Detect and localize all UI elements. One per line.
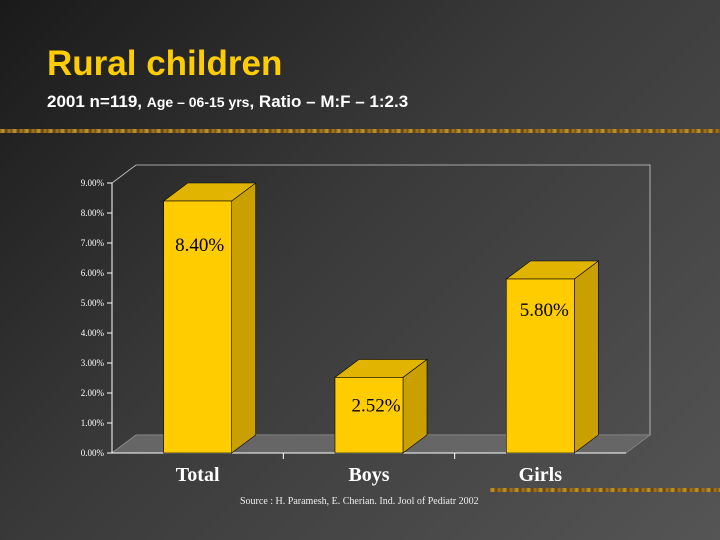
- bar-side: [231, 182, 256, 454]
- y-tick-label: 2.00%: [81, 388, 105, 398]
- decorative-divider-bottom: [490, 488, 720, 492]
- y-tick-label: 9.00%: [81, 178, 105, 188]
- bar: [506, 278, 575, 454]
- subtitle-age: Age – 06-15 yrs: [146, 94, 250, 110]
- y-tick-label: 5.00%: [81, 298, 105, 308]
- y-tick-label: 6.00%: [81, 268, 105, 278]
- y-tick-label: 3.00%: [81, 358, 105, 368]
- y-tick-label: 8.00%: [81, 208, 105, 218]
- data-label: 2.52%: [351, 395, 400, 416]
- x-tick-label: Boys: [348, 464, 389, 486]
- y-tick-label: 4.00%: [81, 328, 105, 338]
- data-label: 5.80%: [520, 300, 569, 321]
- x-tick-label: Total: [176, 464, 220, 486]
- decorative-divider-top: [0, 129, 720, 133]
- y-tick-label: 7.00%: [81, 238, 105, 248]
- source-citation: Source : H. Paramesh, E. Cherian. Ind. J…: [240, 496, 479, 507]
- subtitle-ratio: , Ratio – M:F – 1:2.3: [249, 92, 409, 111]
- bar: [163, 200, 232, 454]
- slide-title: Rural children: [47, 44, 283, 83]
- bar-side: [574, 260, 599, 454]
- y-tick-label: 1.00%: [81, 418, 105, 428]
- y-tick-label: 0.00%: [81, 448, 105, 458]
- slide-subtitle: 2001 n=119, Age – 06-15 yrs, Ratio – M:F…: [47, 93, 408, 111]
- x-tick-label: Girls: [519, 464, 563, 486]
- bar: [334, 377, 404, 454]
- data-label: 8.40%: [175, 235, 224, 256]
- subtitle-sample: 2001 n=119,: [47, 92, 147, 111]
